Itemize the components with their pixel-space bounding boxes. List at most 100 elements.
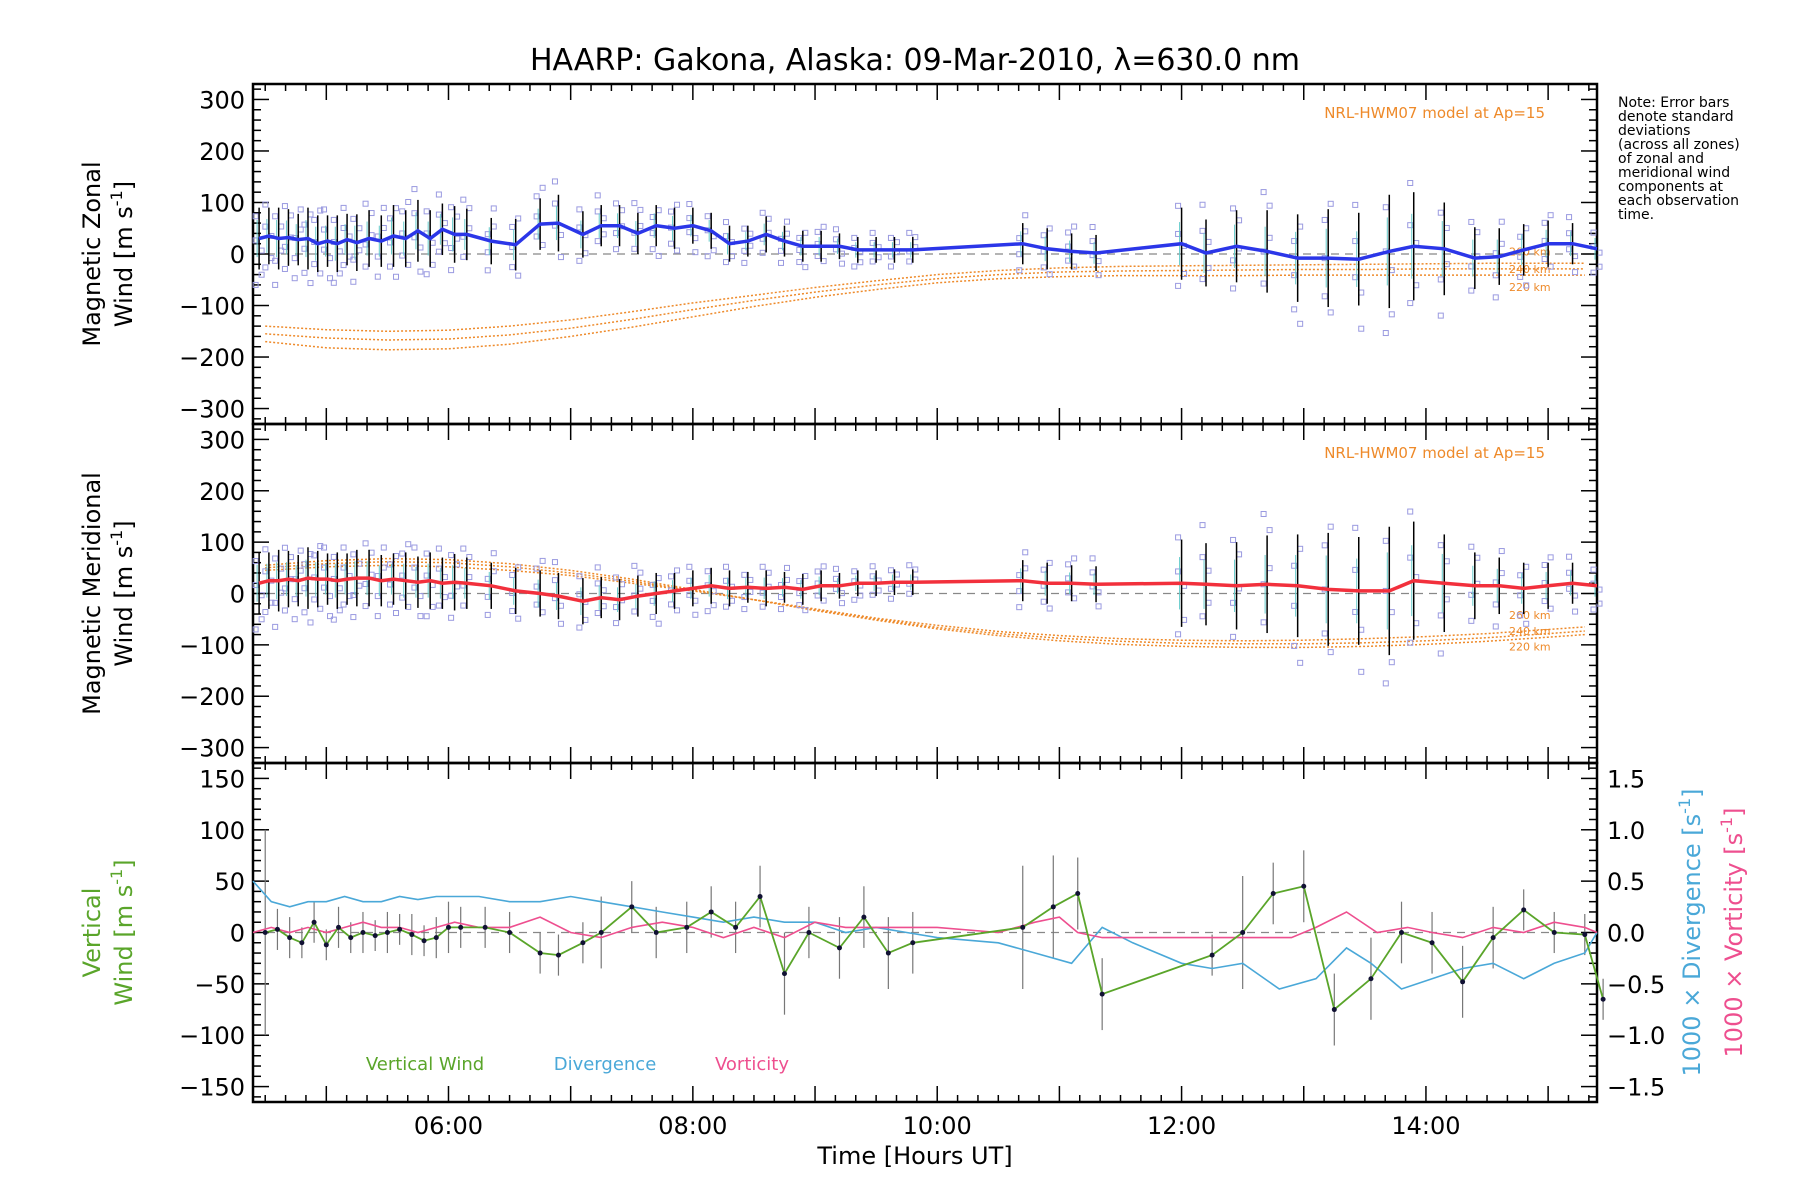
zone-sample [741, 247, 748, 254]
zone-sample [362, 581, 369, 588]
vertical-wind-point [409, 932, 415, 938]
y2-tick-label: −1.5 [1607, 1074, 1665, 1102]
y-tick-label: 300 [199, 426, 245, 454]
zone-sample [399, 572, 406, 579]
zone-sample [723, 603, 730, 610]
zone-sample [262, 264, 269, 271]
zone-sample [340, 601, 347, 608]
zone-sample [1199, 522, 1206, 529]
zone-sample [374, 613, 381, 620]
zone-sample [448, 267, 455, 274]
zone-sample [594, 192, 601, 199]
zone-sample [387, 581, 394, 588]
zone-sample [1175, 631, 1182, 638]
zone-sample [399, 230, 406, 237]
zone-sample [594, 238, 601, 245]
y-tick-label: 100 [199, 817, 245, 845]
zone-sample [435, 602, 442, 609]
zone-sample [668, 208, 675, 215]
y-tick-label: −50 [194, 971, 245, 999]
zone-sample [301, 561, 308, 568]
zone-sample [1437, 276, 1444, 283]
zone-sample [637, 206, 644, 213]
zone-sample [1046, 605, 1053, 612]
zone-sample [814, 592, 821, 599]
zone-sample [1065, 257, 1072, 264]
zone-sample [1016, 251, 1023, 258]
zone-sample [796, 234, 803, 241]
model-altitude-label: 260 km [1509, 245, 1551, 258]
zone-sample [301, 221, 308, 228]
vertical-wind-point [629, 904, 635, 910]
zone-sample [272, 599, 279, 606]
vertical-wind-point [1075, 890, 1081, 896]
legend-label: Divergence [554, 1054, 657, 1075]
zone-sample [814, 253, 821, 260]
zone-sample [411, 564, 418, 571]
zone-sample [466, 205, 473, 212]
zone-sample [814, 228, 821, 235]
zone-sample [411, 544, 418, 551]
zone-sample [686, 563, 693, 570]
zone-sample [1022, 549, 1029, 556]
y-tick-label: 0 [230, 581, 245, 609]
zone-sample [336, 607, 343, 614]
vertical-wind-point [311, 919, 317, 925]
zone-sample [435, 248, 442, 255]
zone-sample [686, 201, 693, 208]
zone-sample [490, 205, 497, 212]
zone-sample [350, 614, 357, 621]
zone-sample [281, 544, 288, 551]
model-curve [265, 268, 1585, 341]
zone-sample [1071, 555, 1078, 562]
zone-sample [1547, 212, 1554, 219]
zone-sample [460, 545, 467, 552]
zone-sample [321, 584, 328, 591]
vertical-wind-point [836, 945, 842, 951]
vertical-wind-point [323, 942, 329, 948]
zone-sample [340, 544, 347, 551]
zone-sample [1468, 287, 1475, 294]
vertical-wind-point [1050, 904, 1056, 910]
zone-sample [1040, 232, 1047, 239]
zone-sample [832, 575, 839, 582]
note-line: (across all zones) [1618, 137, 1740, 153]
zone-sample [759, 563, 766, 570]
zone-sample [576, 257, 583, 264]
zone-sample [362, 263, 369, 270]
zone-sample [1071, 223, 1078, 230]
zone-sample [317, 207, 324, 214]
vertical-wind-point [384, 930, 390, 935]
zone-sample [576, 224, 583, 231]
zone-sample [851, 596, 858, 603]
vertical-wind-point [287, 935, 293, 941]
zone-sample [1352, 524, 1359, 531]
zone-sample [723, 233, 730, 240]
zone-sample [1095, 603, 1102, 610]
zone-sample [484, 231, 491, 238]
zone-sample [1040, 598, 1047, 605]
zone-sample [311, 261, 318, 268]
zone-sample [741, 225, 748, 232]
zone-sample [783, 218, 790, 225]
zone-sample [576, 624, 583, 631]
zone-sample [399, 550, 406, 557]
zone-sample [321, 206, 328, 213]
zone-sample [1437, 612, 1444, 619]
zone-sample [710, 602, 717, 609]
zone-sample [417, 613, 424, 620]
zone-sample [1517, 592, 1524, 599]
zone-sample [820, 563, 827, 570]
vertical-wind-point [555, 952, 561, 958]
zone-sample [350, 592, 357, 599]
zone-sample [515, 272, 522, 279]
zone-sample [330, 216, 337, 223]
zone-sample [311, 216, 318, 223]
vertical-wind-point [653, 930, 659, 935]
vertical-wind-panel: −150 −100 −50 0 50 100 150 Vertical Wind [m s-1]… [78, 761, 1748, 1140]
zone-sample [262, 609, 269, 616]
zone-sample [399, 252, 406, 259]
zone-sample [362, 540, 369, 547]
zone-sample [723, 577, 730, 584]
zone-sample [704, 253, 711, 260]
